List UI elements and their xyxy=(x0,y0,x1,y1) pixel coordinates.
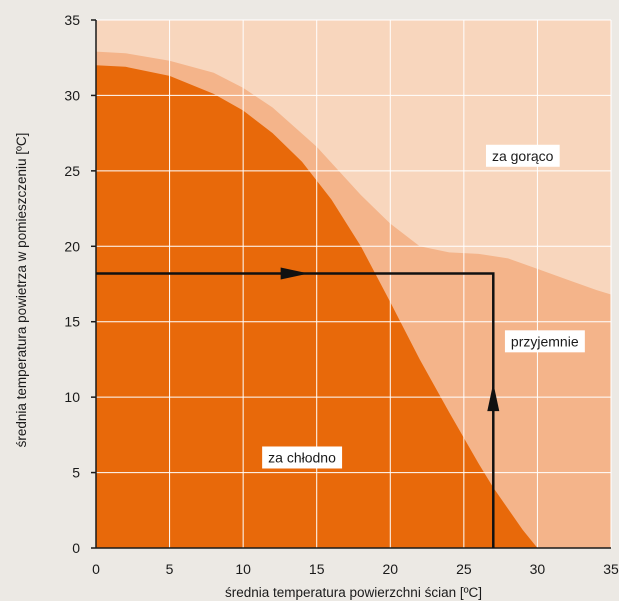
x-tick-label: 5 xyxy=(166,561,174,577)
x-tick-label: 20 xyxy=(382,561,398,577)
y-tick-label: 10 xyxy=(64,389,80,405)
y-tick-label: 15 xyxy=(64,314,80,330)
y-tick-label: 35 xyxy=(64,12,80,28)
x-tick-label: 35 xyxy=(603,561,619,577)
region-label-box xyxy=(262,446,343,469)
arrow-up-icon xyxy=(487,383,500,412)
axes xyxy=(91,19,611,549)
annotation-path xyxy=(96,267,500,548)
region-label: za chłodno xyxy=(262,446,343,469)
y-tick-label: 20 xyxy=(64,238,80,254)
y-tick-label: 30 xyxy=(64,87,80,103)
region-label: przyjemnie xyxy=(504,330,585,353)
region-label-text: za chłodno xyxy=(268,449,336,465)
x-tick-label: 0 xyxy=(92,561,100,577)
gridlines xyxy=(96,19,612,548)
arrow-right-icon xyxy=(280,267,309,280)
region-labels: za chłodno przyjemnie za gorąco xyxy=(262,144,585,469)
region-label-box xyxy=(485,144,560,167)
y-tick-labels: 0 5 10 15 20 25 30 35 xyxy=(64,12,80,556)
y-tick-label: 5 xyxy=(72,465,80,481)
y-tick-label: 25 xyxy=(64,163,80,179)
y-tick-label: 0 xyxy=(72,540,80,556)
region-label-text: za gorąco xyxy=(492,148,554,164)
region-label-box xyxy=(504,330,585,353)
region-areas xyxy=(96,20,611,549)
x-tick-label: 25 xyxy=(456,561,472,577)
x-tick-labels: 0 5 10 15 20 25 30 35 xyxy=(92,561,619,577)
x-tick-label: 30 xyxy=(530,561,546,577)
annotation-line xyxy=(96,272,495,548)
x-tick-label: 15 xyxy=(309,561,325,577)
region-label: za gorąco xyxy=(485,144,560,167)
x-axis-label: średnia temperatura powierzchni ścian [º… xyxy=(225,585,482,600)
x-tick-label: 10 xyxy=(235,561,251,577)
region-label-text: przyjemnie xyxy=(511,333,579,349)
y-axis-label: średnia temperatura powietrza w pomieszc… xyxy=(14,133,29,448)
